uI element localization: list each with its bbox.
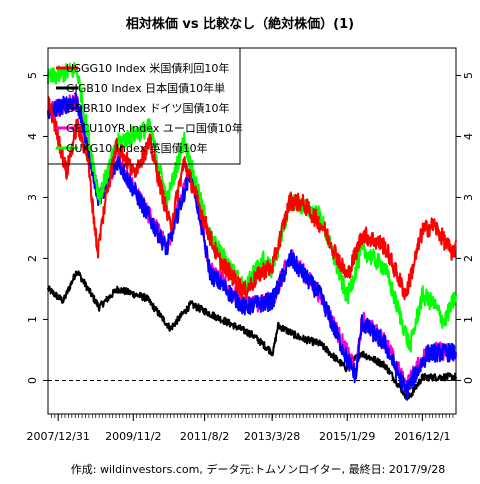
legend-label-0: USGG10 Index 米国債利回10年 — [66, 61, 229, 75]
y-axis-left: 0 1 2 3 4 5 — [26, 72, 48, 384]
legend-label-1: GJGB10 Index 日本国債10年単 — [66, 81, 225, 95]
legend-label-4: GUKG10 Index 英国債10年 — [66, 141, 208, 155]
x-axis: 2007/12/31 2009/11/2 2011/8/2 2013/3/28 2015… — [26, 414, 454, 443]
series-line-0 — [47, 95, 457, 301]
legend-label-3: GECU10YR Index ユーロ国債10年 — [66, 121, 243, 135]
series-line-2 — [47, 93, 457, 401]
y-tick-label-left-3: 3 — [26, 194, 39, 201]
y-tick-label-left-1: 1 — [26, 316, 39, 323]
legend-box — [47, 47, 241, 165]
legend-label-2: GDBR10 Index ドイツ国債10年 — [66, 101, 229, 115]
x-tick-label-0: 2007/12/31 — [26, 430, 89, 443]
y-tick-label-right-0: 0 — [462, 377, 475, 384]
x-tick-label-5: 2016/12/1 — [394, 430, 450, 443]
y-tick-label-right-2: 2 — [462, 255, 475, 262]
series-line-3 — [47, 91, 457, 395]
y-tick-label-left-5: 5 — [26, 72, 39, 79]
y-axis-right: 0 1 2 3 4 5 — [456, 72, 475, 384]
chart-caption: 作成: wildinvestors.com, データ元:トムソンロイター, 最終… — [71, 462, 445, 476]
chart-title: 相対株価 vs 比較なし（絶対株価）(1) — [126, 16, 354, 32]
series-line-1 — [47, 270, 457, 401]
x-tick-label-4: 2015/1/29 — [319, 430, 375, 443]
y-tick-label-right-3: 3 — [462, 194, 475, 201]
y-tick-label-left-0: 0 — [26, 377, 39, 384]
y-tick-label-right-4: 4 — [462, 133, 475, 140]
series-layer — [47, 61, 457, 401]
y-tick-label-right-5: 5 — [462, 72, 475, 79]
x-tick-label-2: 2011/8/2 — [180, 430, 229, 443]
y-tick-label-right-1: 1 — [462, 316, 475, 323]
x-tick-label-3: 2013/3/28 — [244, 430, 300, 443]
y-tick-label-left-4: 4 — [26, 133, 39, 140]
x-tick-label-1: 2009/11/2 — [105, 430, 161, 443]
legend: USGG10 Index 米国債利回10年 GJGB10 Index 日本国債10… — [47, 47, 243, 165]
y-tick-label-left-2: 2 — [26, 255, 39, 262]
